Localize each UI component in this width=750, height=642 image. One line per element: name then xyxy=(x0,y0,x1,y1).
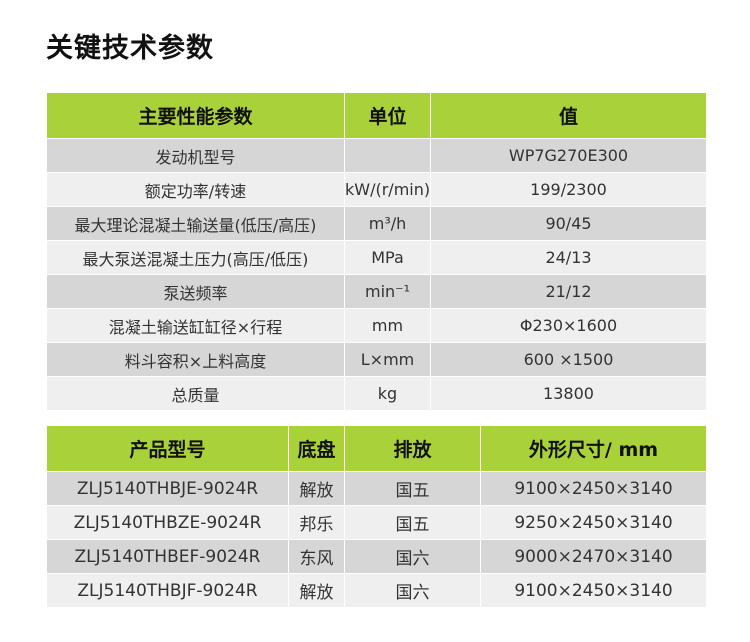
param-cell: 总质量 xyxy=(46,376,345,411)
header-chassis: 底盘 xyxy=(288,425,345,472)
unit-cell: MPa xyxy=(344,240,431,275)
param-cell: 额定功率/转速 xyxy=(46,172,345,207)
param-cell: 泵送频率 xyxy=(46,274,345,309)
param-cell: 料斗容积×上料高度 xyxy=(46,342,345,377)
value-cell: 90/45 xyxy=(430,206,707,241)
spec-table: 主要性能参数 单位 值 发动机型号 WP7G270E300 额定功率/转速 kW… xyxy=(46,92,707,411)
table-row: 额定功率/转速 kW/(r/min) 199/2300 xyxy=(46,172,707,207)
table-row: 混凝土输送缸缸径×行程 mm Φ230×1600 xyxy=(46,308,707,343)
page-title: 关键技术参数 xyxy=(46,33,214,64)
model-table-header: 产品型号 底盘 排放 外形尺寸/ mm xyxy=(46,425,707,472)
table-row: 泵送频率 min⁻¹ 21/12 xyxy=(46,274,707,309)
table-row: ZLJ5140THBJE-9024R 解放 国五 9100×2450×3140 xyxy=(46,471,707,506)
unit-cell: kg xyxy=(344,376,431,411)
header-unit: 单位 xyxy=(344,92,431,139)
spec-table-header: 主要性能参数 单位 值 xyxy=(46,92,707,139)
size-cell: 9100×2450×3140 xyxy=(480,573,707,608)
value-cell: 600 ×1500 xyxy=(430,342,707,377)
table-row: 总质量 kg 13800 xyxy=(46,376,707,411)
value-cell: 24/13 xyxy=(430,240,707,275)
unit-cell: min⁻¹ xyxy=(344,274,431,309)
unit-cell: L×mm xyxy=(344,342,431,377)
emission-cell: 国五 xyxy=(344,505,481,540)
value-cell: WP7G270E300 xyxy=(430,138,707,173)
emission-cell: 国五 xyxy=(344,471,481,506)
table-row: ZLJ5140THBEF-9024R 东风 国六 9000×2470×3140 xyxy=(46,539,707,574)
model-cell: ZLJ5140THBJE-9024R xyxy=(46,471,289,506)
header-value: 值 xyxy=(430,92,707,139)
model-cell: ZLJ5140THBZE-9024R xyxy=(46,505,289,540)
model-cell: ZLJ5140THBJF-9024R xyxy=(46,573,289,608)
value-cell: 199/2300 xyxy=(430,172,707,207)
param-cell: 发动机型号 xyxy=(46,138,345,173)
unit-cell: mm xyxy=(344,308,431,343)
value-cell: 13800 xyxy=(430,376,707,411)
chassis-cell: 东风 xyxy=(288,539,345,574)
unit-cell: kW/(r/min) xyxy=(344,172,431,207)
size-cell: 9250×2450×3140 xyxy=(480,505,707,540)
header-size: 外形尺寸/ mm xyxy=(480,425,707,472)
model-cell: ZLJ5140THBEF-9024R xyxy=(46,539,289,574)
unit-cell xyxy=(344,138,431,173)
emission-cell: 国六 xyxy=(344,539,481,574)
table-row: 最大泵送混凝土压力(高压/低压) MPa 24/13 xyxy=(46,240,707,275)
value-cell: 21/12 xyxy=(430,274,707,309)
size-cell: 9100×2450×3140 xyxy=(480,471,707,506)
table-row: ZLJ5140THBJF-9024R 解放 国六 9100×2450×3140 xyxy=(46,573,707,608)
chassis-cell: 解放 xyxy=(288,471,345,506)
table-row: ZLJ5140THBZE-9024R 邦乐 国五 9250×2450×3140 xyxy=(46,505,707,540)
size-cell: 9000×2470×3140 xyxy=(480,539,707,574)
value-cell: Φ230×1600 xyxy=(430,308,707,343)
table-row: 发动机型号 WP7G270E300 xyxy=(46,138,707,173)
unit-cell: m³/h xyxy=(344,206,431,241)
param-cell: 混凝土输送缸缸径×行程 xyxy=(46,308,345,343)
model-table: 产品型号 底盘 排放 外形尺寸/ mm ZLJ5140THBJE-9024R 解… xyxy=(46,425,707,608)
table-row: 料斗容积×上料高度 L×mm 600 ×1500 xyxy=(46,342,707,377)
param-cell: 最大理论混凝土输送量(低压/高压) xyxy=(46,206,345,241)
header-param: 主要性能参数 xyxy=(46,92,345,139)
param-cell: 最大泵送混凝土压力(高压/低压) xyxy=(46,240,345,275)
table-row: 最大理论混凝土输送量(低压/高压) m³/h 90/45 xyxy=(46,206,707,241)
chassis-cell: 邦乐 xyxy=(288,505,345,540)
header-model: 产品型号 xyxy=(46,425,289,472)
chassis-cell: 解放 xyxy=(288,573,345,608)
emission-cell: 国六 xyxy=(344,573,481,608)
header-emission: 排放 xyxy=(344,425,481,472)
